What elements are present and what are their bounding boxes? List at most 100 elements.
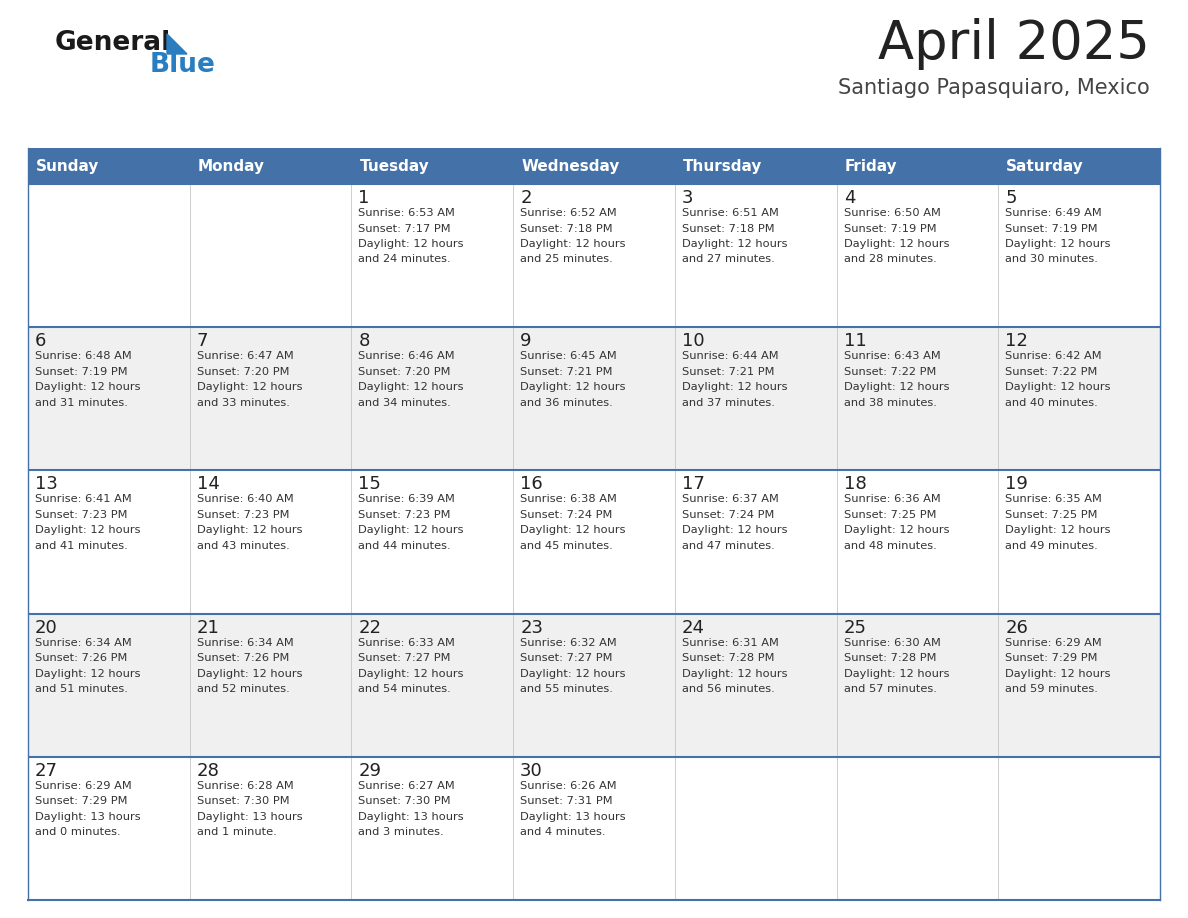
- Text: Sunrise: 6:26 AM: Sunrise: 6:26 AM: [520, 781, 617, 790]
- Text: Daylight: 12 hours: Daylight: 12 hours: [843, 239, 949, 249]
- Text: Sunday: Sunday: [36, 159, 100, 174]
- Text: Sunset: 7:28 PM: Sunset: 7:28 PM: [843, 653, 936, 663]
- Text: and 43 minutes.: and 43 minutes.: [197, 541, 290, 551]
- Text: Sunset: 7:19 PM: Sunset: 7:19 PM: [34, 366, 127, 376]
- Text: Sunrise: 6:38 AM: Sunrise: 6:38 AM: [520, 495, 617, 504]
- Text: Sunset: 7:31 PM: Sunset: 7:31 PM: [520, 796, 613, 806]
- Text: and 25 minutes.: and 25 minutes.: [520, 254, 613, 264]
- Text: Sunrise: 6:33 AM: Sunrise: 6:33 AM: [359, 638, 455, 647]
- Text: Sunrise: 6:40 AM: Sunrise: 6:40 AM: [197, 495, 293, 504]
- Text: Saturday: Saturday: [1006, 159, 1083, 174]
- Text: Sunrise: 6:36 AM: Sunrise: 6:36 AM: [843, 495, 941, 504]
- Text: 21: 21: [197, 619, 220, 636]
- Text: 26: 26: [1005, 619, 1028, 636]
- Text: 28: 28: [197, 762, 220, 779]
- Text: 5: 5: [1005, 189, 1017, 207]
- Bar: [29, 327, 1159, 470]
- Bar: [29, 148, 190, 184]
- Text: Sunset: 7:17 PM: Sunset: 7:17 PM: [359, 223, 451, 233]
- Text: Daylight: 12 hours: Daylight: 12 hours: [520, 668, 626, 678]
- Text: 8: 8: [359, 332, 369, 350]
- Text: 9: 9: [520, 332, 532, 350]
- Text: 24: 24: [682, 619, 704, 636]
- Text: Sunset: 7:28 PM: Sunset: 7:28 PM: [682, 653, 775, 663]
- Text: and 56 minutes.: and 56 minutes.: [682, 684, 775, 694]
- Text: Sunset: 7:20 PM: Sunset: 7:20 PM: [197, 366, 289, 376]
- Text: and 24 minutes.: and 24 minutes.: [359, 254, 451, 264]
- Bar: [998, 148, 1159, 184]
- Bar: [190, 148, 352, 184]
- Text: Sunrise: 6:49 AM: Sunrise: 6:49 AM: [1005, 208, 1102, 218]
- Text: 1: 1: [359, 189, 369, 207]
- Text: Sunset: 7:27 PM: Sunset: 7:27 PM: [359, 653, 451, 663]
- Text: General: General: [55, 30, 171, 56]
- Text: Daylight: 12 hours: Daylight: 12 hours: [359, 382, 465, 392]
- Text: Sunset: 7:26 PM: Sunset: 7:26 PM: [34, 653, 127, 663]
- Text: Daylight: 12 hours: Daylight: 12 hours: [34, 382, 140, 392]
- Text: Friday: Friday: [845, 159, 897, 174]
- Text: Sunrise: 6:44 AM: Sunrise: 6:44 AM: [682, 352, 778, 361]
- Text: Sunset: 7:29 PM: Sunset: 7:29 PM: [1005, 653, 1098, 663]
- Text: Blue: Blue: [150, 52, 216, 78]
- Text: Daylight: 12 hours: Daylight: 12 hours: [682, 239, 788, 249]
- Text: Daylight: 12 hours: Daylight: 12 hours: [359, 525, 465, 535]
- Text: Sunset: 7:27 PM: Sunset: 7:27 PM: [520, 653, 613, 663]
- Text: and 31 minutes.: and 31 minutes.: [34, 397, 128, 408]
- Text: Sunset: 7:23 PM: Sunset: 7:23 PM: [34, 509, 127, 520]
- Polygon shape: [168, 34, 187, 54]
- Text: Daylight: 12 hours: Daylight: 12 hours: [682, 382, 788, 392]
- Text: Daylight: 12 hours: Daylight: 12 hours: [682, 668, 788, 678]
- Text: Sunrise: 6:45 AM: Sunrise: 6:45 AM: [520, 352, 617, 361]
- Text: 14: 14: [197, 476, 220, 493]
- Text: Daylight: 12 hours: Daylight: 12 hours: [682, 525, 788, 535]
- Text: Sunrise: 6:43 AM: Sunrise: 6:43 AM: [843, 352, 941, 361]
- Text: and 41 minutes.: and 41 minutes.: [34, 541, 128, 551]
- Text: Sunrise: 6:51 AM: Sunrise: 6:51 AM: [682, 208, 778, 218]
- Text: Daylight: 13 hours: Daylight: 13 hours: [34, 812, 140, 822]
- Text: and 30 minutes.: and 30 minutes.: [1005, 254, 1098, 264]
- Text: 15: 15: [359, 476, 381, 493]
- Text: and 1 minute.: and 1 minute.: [197, 827, 277, 837]
- Text: 6: 6: [34, 332, 46, 350]
- Text: Sunrise: 6:27 AM: Sunrise: 6:27 AM: [359, 781, 455, 790]
- Text: and 45 minutes.: and 45 minutes.: [520, 541, 613, 551]
- Text: Daylight: 12 hours: Daylight: 12 hours: [359, 239, 465, 249]
- Text: Daylight: 13 hours: Daylight: 13 hours: [197, 812, 302, 822]
- Text: Daylight: 13 hours: Daylight: 13 hours: [520, 812, 626, 822]
- Text: Sunrise: 6:39 AM: Sunrise: 6:39 AM: [359, 495, 455, 504]
- Bar: [836, 148, 998, 184]
- Text: 23: 23: [520, 619, 543, 636]
- Text: Daylight: 12 hours: Daylight: 12 hours: [1005, 239, 1111, 249]
- Text: 29: 29: [359, 762, 381, 779]
- Text: Sunrise: 6:34 AM: Sunrise: 6:34 AM: [197, 638, 293, 647]
- Text: Sunset: 7:30 PM: Sunset: 7:30 PM: [197, 796, 290, 806]
- Text: Sunrise: 6:37 AM: Sunrise: 6:37 AM: [682, 495, 778, 504]
- Bar: [29, 184, 1159, 327]
- Text: Daylight: 12 hours: Daylight: 12 hours: [197, 382, 302, 392]
- Text: Sunrise: 6:30 AM: Sunrise: 6:30 AM: [843, 638, 941, 647]
- Text: 30: 30: [520, 762, 543, 779]
- Text: and 52 minutes.: and 52 minutes.: [197, 684, 290, 694]
- Text: Sunset: 7:24 PM: Sunset: 7:24 PM: [682, 509, 775, 520]
- Text: Sunrise: 6:41 AM: Sunrise: 6:41 AM: [34, 495, 132, 504]
- Text: 19: 19: [1005, 476, 1028, 493]
- Text: 4: 4: [843, 189, 855, 207]
- Text: Daylight: 12 hours: Daylight: 12 hours: [1005, 525, 1111, 535]
- Text: Sunset: 7:26 PM: Sunset: 7:26 PM: [197, 653, 289, 663]
- Text: Daylight: 12 hours: Daylight: 12 hours: [34, 525, 140, 535]
- Text: Sunset: 7:19 PM: Sunset: 7:19 PM: [843, 223, 936, 233]
- Bar: [513, 148, 675, 184]
- Bar: [352, 148, 513, 184]
- Text: Daylight: 13 hours: Daylight: 13 hours: [359, 812, 465, 822]
- Text: and 28 minutes.: and 28 minutes.: [843, 254, 936, 264]
- Text: and 48 minutes.: and 48 minutes.: [843, 541, 936, 551]
- Text: and 49 minutes.: and 49 minutes.: [1005, 541, 1098, 551]
- Text: 3: 3: [682, 189, 694, 207]
- Text: Sunset: 7:23 PM: Sunset: 7:23 PM: [359, 509, 451, 520]
- Text: Sunset: 7:21 PM: Sunset: 7:21 PM: [520, 366, 613, 376]
- Text: Wednesday: Wednesday: [522, 159, 619, 174]
- Text: 18: 18: [843, 476, 866, 493]
- Text: Thursday: Thursday: [683, 159, 763, 174]
- Text: Sunset: 7:22 PM: Sunset: 7:22 PM: [1005, 366, 1098, 376]
- Text: Daylight: 12 hours: Daylight: 12 hours: [359, 668, 465, 678]
